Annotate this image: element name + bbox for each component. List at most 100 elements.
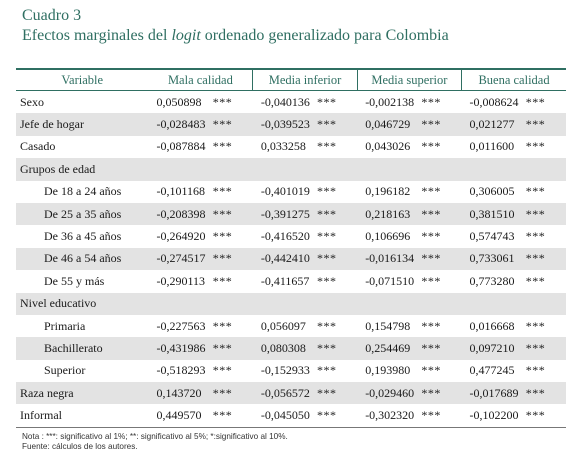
effect-value: 0,050898 bbox=[156, 94, 202, 109]
header-buena-calidad: Buena calidad bbox=[461, 68, 566, 91]
effect-value bbox=[461, 158, 526, 181]
effect-value: 0,574743 bbox=[469, 229, 515, 244]
effect-value: 0,449570 bbox=[148, 404, 213, 428]
significance-mark: *** bbox=[212, 363, 233, 378]
row-label: De 36 a 45 años bbox=[44, 229, 122, 244]
effect-value: -0,518293 bbox=[156, 363, 206, 378]
significance-mark: *** bbox=[317, 404, 358, 428]
significance-mark bbox=[421, 158, 462, 181]
effect-value: -0,264920 bbox=[156, 229, 206, 244]
effect-value: 0,254469 bbox=[357, 337, 422, 360]
significance-mark bbox=[317, 292, 358, 315]
significance-mark bbox=[317, 158, 358, 181]
significance-mark: *** bbox=[317, 229, 337, 244]
significance-mark: *** bbox=[317, 363, 337, 378]
effect-value: -0,302320 bbox=[357, 404, 422, 428]
row-label: De 18 a 24 años bbox=[44, 184, 122, 199]
effect-value: 0,381510 bbox=[461, 202, 526, 226]
effect-value: 0,033258 bbox=[260, 139, 306, 154]
effect-value: -0,056572 bbox=[252, 382, 318, 405]
significance-mark: *** bbox=[421, 113, 462, 136]
significance-mark: *** bbox=[317, 382, 358, 405]
significance-mark bbox=[212, 158, 253, 181]
significance-mark: *** bbox=[421, 273, 441, 288]
significance-mark: *** bbox=[317, 337, 358, 360]
significance-mark: *** bbox=[525, 113, 566, 136]
effect-value: -0,017689 bbox=[461, 382, 526, 405]
significance-mark: *** bbox=[421, 229, 441, 244]
row-label: De 25 a 35 años bbox=[16, 202, 149, 226]
significance-mark: *** bbox=[421, 382, 462, 405]
effect-value: 0,021277 bbox=[461, 113, 526, 136]
significance-mark: *** bbox=[212, 337, 253, 360]
header-variable: Variable bbox=[16, 68, 149, 91]
significance-mark: *** bbox=[525, 184, 546, 199]
effect-value: -0,040136 bbox=[260, 94, 310, 109]
significance-mark: *** bbox=[421, 318, 441, 333]
table-row: Sexo 0,050898 *** -0,040136 *** -0,002138 *** -… bbox=[16, 91, 566, 114]
effect-value: -0,391275 bbox=[252, 202, 318, 226]
effect-value: -0,016134 bbox=[357, 247, 422, 271]
significance-mark: *** bbox=[421, 184, 441, 199]
effect-value: -0,071510 bbox=[365, 273, 415, 288]
effect-value: -0,416520 bbox=[260, 229, 310, 244]
effect-value: 0,196182 bbox=[365, 184, 411, 199]
effect-value: 0,143720 bbox=[148, 382, 213, 405]
effect-value: -0,208398 bbox=[148, 202, 213, 226]
significance-mark: *** bbox=[317, 247, 358, 271]
effect-value: -0,102200 bbox=[461, 404, 526, 428]
effect-value: -0,442410 bbox=[252, 247, 318, 271]
significance-mark: *** bbox=[212, 94, 233, 109]
note-significance: Nota : ***: significativo al 1%; **: sig… bbox=[22, 432, 288, 441]
row-label: Jefe de hogar bbox=[16, 113, 149, 136]
effect-value: -0,045050 bbox=[252, 404, 318, 428]
effect-value: -0,028483 bbox=[148, 113, 213, 136]
effect-value: 0,218163 bbox=[357, 202, 422, 226]
significance-mark: *** bbox=[212, 229, 233, 244]
significance-mark: *** bbox=[317, 113, 358, 136]
header-media-inferior: Media inferior bbox=[252, 68, 358, 91]
effect-value: 0,477245 bbox=[469, 363, 515, 378]
note-source: Fuente: cálculos de los autores. bbox=[22, 442, 138, 451]
significance-mark: *** bbox=[421, 247, 462, 271]
significance-mark: *** bbox=[525, 273, 546, 288]
table-row: De 46 a 54 años -0,274517 *** -0,442410 *** -… bbox=[16, 247, 566, 271]
table-note: Nota : ***: significativo al 1%; **: sig… bbox=[22, 432, 288, 452]
effect-value: 0,016668 bbox=[469, 318, 515, 333]
effect-value: 0,154798 bbox=[365, 318, 411, 333]
marginal-effects-table: Variable Mala calidad Media inferior Med… bbox=[16, 68, 566, 428]
effect-value: -0,002138 bbox=[365, 94, 415, 109]
effect-value: -0,087884 bbox=[156, 139, 206, 154]
significance-mark: *** bbox=[525, 94, 546, 109]
table-row: De 55 y más -0,290113 *** -0,411657 *** -0,07… bbox=[16, 270, 566, 292]
significance-mark bbox=[525, 158, 566, 181]
effect-value bbox=[461, 292, 526, 315]
effect-value: 0,193980 bbox=[365, 363, 411, 378]
significance-mark: *** bbox=[525, 139, 546, 154]
significance-mark: *** bbox=[212, 139, 233, 154]
table-caption: Cuadro 3 bbox=[22, 7, 82, 24]
table-row: Bachillerato -0,431986 *** 0,080308 *** 0,254… bbox=[16, 337, 566, 360]
significance-mark: *** bbox=[421, 139, 441, 154]
significance-mark: *** bbox=[525, 382, 566, 405]
effect-value: 0,011600 bbox=[469, 139, 515, 154]
significance-mark: *** bbox=[212, 404, 253, 428]
effect-value bbox=[357, 158, 422, 181]
effect-value: 0,097210 bbox=[461, 337, 526, 360]
table-row: Nivel educativo bbox=[16, 292, 566, 315]
significance-mark: *** bbox=[317, 202, 358, 226]
effect-value bbox=[148, 158, 213, 181]
significance-mark: *** bbox=[525, 202, 566, 226]
row-label: De 46 a 54 años bbox=[16, 247, 149, 271]
table-body: Sexo 0,050898 *** -0,040136 *** -0,002138 *** -… bbox=[16, 91, 566, 428]
title-block: Cuadro 3 Efectos marginales del logit or… bbox=[22, 6, 449, 46]
row-label: Bachillerato bbox=[16, 337, 149, 360]
significance-mark: *** bbox=[525, 404, 566, 428]
significance-mark bbox=[212, 292, 253, 315]
effect-value: -0,290113 bbox=[156, 273, 206, 288]
row-label: Casado bbox=[20, 139, 56, 154]
effect-value: 0,080308 bbox=[252, 337, 318, 360]
table-row: Informal 0,449570 *** -0,045050 *** -0,302320… bbox=[16, 404, 566, 428]
effect-value: -0,227563 bbox=[156, 318, 206, 333]
significance-mark: *** bbox=[421, 404, 462, 428]
